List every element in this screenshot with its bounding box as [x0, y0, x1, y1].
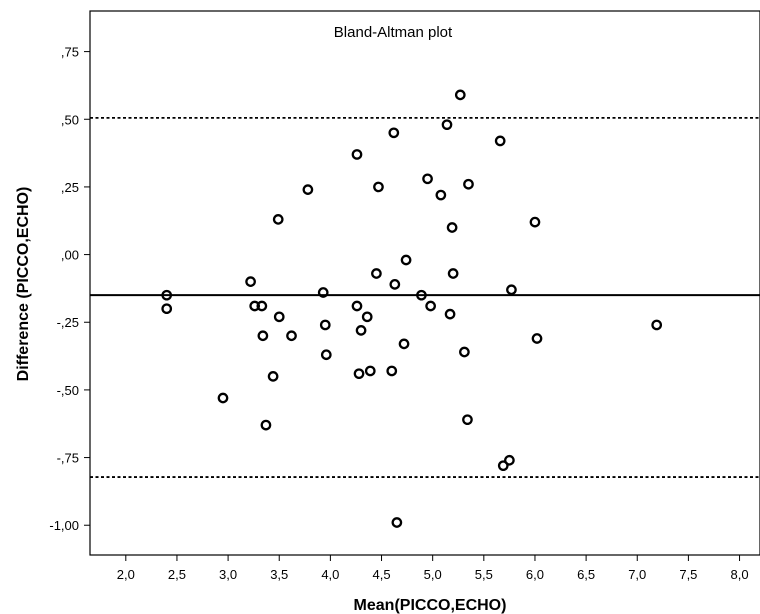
x-tick-label: 2,5 [168, 567, 186, 582]
x-tick-label: 7,0 [628, 567, 646, 582]
data-point [454, 89, 466, 101]
data-point [391, 517, 403, 528]
data-point [389, 279, 401, 290]
data-point [446, 222, 458, 233]
data-point [444, 308, 456, 320]
data-point [161, 289, 173, 301]
data-point [217, 392, 229, 404]
data-point [400, 254, 412, 266]
y-tick-label: -1,00 [49, 518, 79, 533]
x-tick-label: 6,5 [577, 567, 595, 582]
data-point [371, 268, 382, 279]
data-point [447, 268, 459, 279]
x-tick-label: 4,5 [372, 567, 390, 582]
x-tick-label: 3,5 [270, 567, 288, 582]
data-point [351, 300, 363, 312]
data-point [504, 454, 515, 466]
plot-area [89, 10, 760, 556]
y-axis: ,75 ,50 ,25 ,00 -,25 -,50 -,75 -1,00 [49, 45, 90, 533]
data-point [161, 303, 173, 315]
data-point [529, 216, 541, 228]
data-point [494, 135, 506, 147]
data-point [355, 325, 367, 336]
x-tick-label: 7,5 [679, 567, 697, 582]
y-tick-label: ,25 [61, 180, 79, 195]
data-point [497, 460, 509, 472]
data-point [651, 319, 663, 331]
data-point [272, 214, 284, 225]
x-tick-label: 6,0 [526, 567, 544, 582]
data-point [388, 127, 400, 139]
x-tick-label: 4,0 [321, 567, 339, 582]
y-tick-label: ,75 [61, 45, 79, 60]
x-axis-label: Mean(PICCO,ECHO) [354, 597, 507, 614]
data-point [435, 189, 447, 201]
x-tick-label: 5,0 [424, 567, 442, 582]
data-points [161, 89, 663, 528]
data-point [463, 178, 474, 190]
data-point [422, 173, 433, 185]
data-point [267, 371, 279, 382]
data-point [273, 311, 285, 323]
data-point [506, 284, 517, 296]
data-point [257, 330, 269, 342]
data-point [286, 330, 297, 342]
data-point [245, 276, 256, 287]
data-point [249, 300, 261, 312]
x-axis: 2,0 2,5 3,0 3,5 4,0 4,5 5,0 5,5 6,0 6,5 7,0 7,5 8,0 [117, 555, 749, 582]
data-point [260, 419, 272, 431]
data-point [425, 300, 436, 312]
x-tick-label: 8,0 [731, 567, 749, 582]
data-point [351, 149, 363, 160]
y-tick-label: -,50 [57, 383, 79, 398]
data-point [398, 338, 410, 350]
x-tick-label: 3,0 [219, 567, 237, 582]
y-tick-label: ,50 [61, 112, 79, 127]
data-point [319, 319, 331, 331]
y-tick-label: ,00 [61, 248, 79, 263]
data-point [373, 181, 384, 193]
data-point [531, 333, 543, 344]
chart-title: Bland-Altman plot [334, 24, 453, 41]
data-point [416, 289, 427, 301]
data-point [256, 300, 268, 312]
y-axis-label: Difference (PICCO,ECHO) [15, 187, 32, 382]
data-point [462, 414, 473, 426]
data-point [441, 119, 453, 131]
data-point [353, 368, 365, 380]
x-tick-label: 5,5 [475, 567, 493, 582]
data-point [320, 349, 332, 361]
data-point [459, 346, 470, 358]
data-point [361, 311, 373, 323]
x-tick-label: 2,0 [117, 567, 135, 582]
data-point [302, 184, 314, 195]
data-point [364, 365, 376, 377]
y-tick-label: -,75 [57, 451, 79, 466]
y-tick-label: -,25 [57, 315, 79, 330]
data-point [317, 287, 329, 298]
data-point [386, 365, 398, 377]
